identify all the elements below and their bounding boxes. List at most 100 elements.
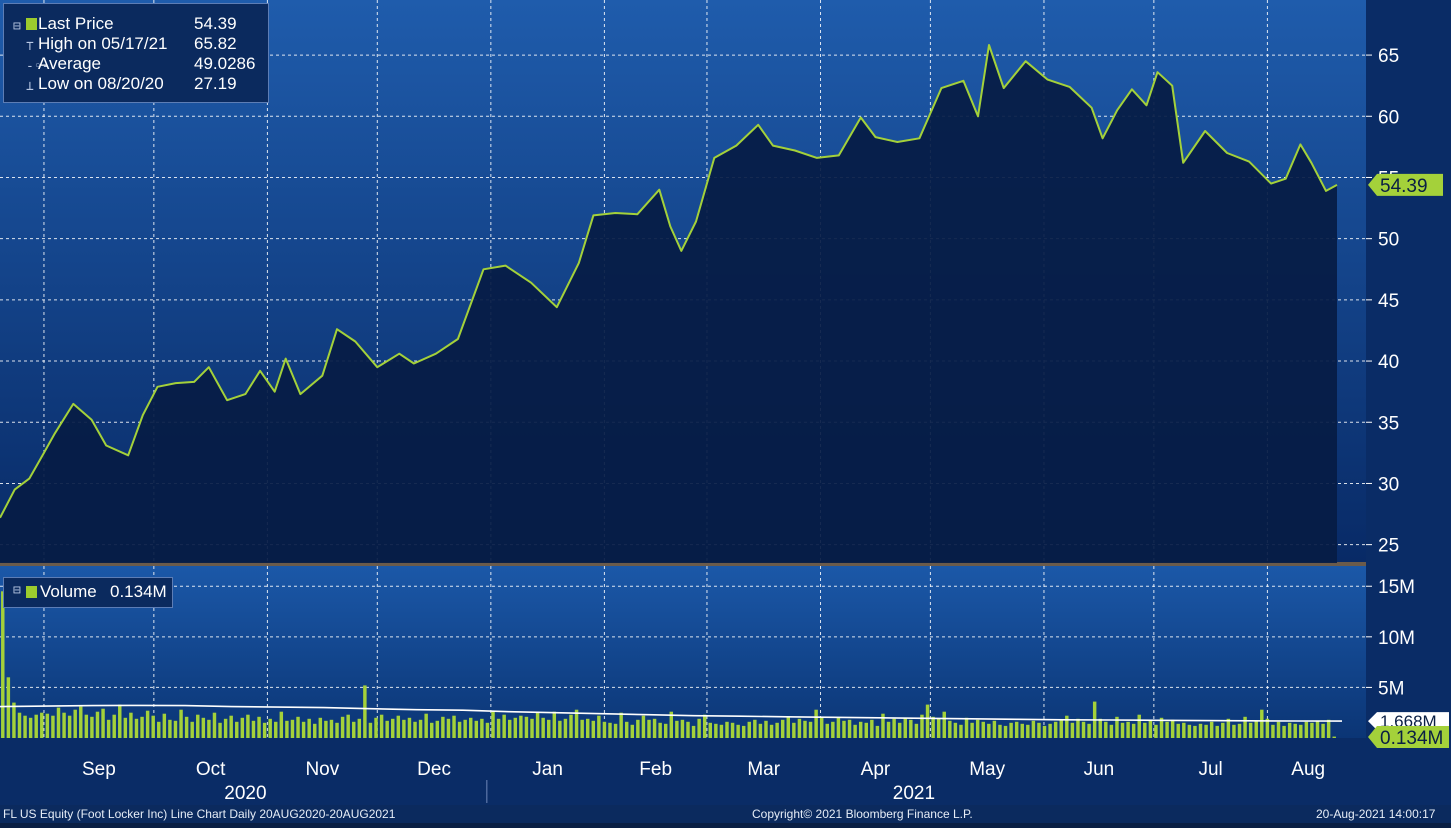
volume-bar — [151, 715, 155, 738]
price-tick-label: 40 — [1378, 352, 1399, 373]
volume-bar — [1176, 723, 1180, 738]
volume-bar — [129, 712, 133, 738]
volume-bar — [1031, 720, 1036, 738]
volume-bar — [407, 717, 412, 738]
volume-bar — [95, 711, 100, 738]
volume-bar — [363, 685, 367, 738]
volume-bar — [196, 714, 200, 738]
volume-bar — [1221, 722, 1225, 738]
volume-bar — [725, 721, 729, 738]
volume-bar — [959, 724, 963, 738]
volume-bar — [257, 716, 261, 738]
volume-swatch — [26, 586, 37, 598]
volume-bar — [792, 722, 796, 738]
volume-bar — [892, 718, 896, 738]
collapse-icon[interactable]: ⊟ — [13, 583, 21, 598]
volume-bar — [636, 719, 640, 738]
volume-bar — [28, 717, 33, 738]
volume-bar — [897, 722, 902, 738]
volume-bar — [140, 716, 144, 738]
volume-bar — [641, 715, 646, 738]
volume-bar — [936, 718, 941, 738]
volume-bar — [630, 724, 635, 738]
volume-bar — [714, 723, 718, 738]
footer-bar — [0, 805, 1451, 823]
volume-bar — [903, 717, 907, 738]
volume-bar — [1126, 721, 1130, 738]
volume-bar — [162, 713, 167, 738]
volume-bar — [1137, 714, 1141, 738]
volume-bar — [329, 719, 334, 738]
volume-bar — [90, 716, 94, 738]
volume-bar — [736, 724, 740, 738]
volume-bar — [201, 717, 206, 738]
volume-bar — [435, 720, 440, 738]
volume-bar — [1087, 723, 1091, 738]
footer-copyright: Copyright© 2021 Bloomberg Finance L.P. — [752, 807, 973, 821]
volume-bar — [847, 719, 852, 738]
volume-bar — [335, 722, 339, 738]
volume-bar — [953, 722, 958, 738]
volume-bar — [1209, 721, 1214, 738]
volume-bar — [1271, 724, 1275, 738]
volume-bar — [1321, 723, 1325, 738]
last-price-tag-text: 54.39 — [1380, 176, 1428, 197]
price-legend[interactable]: ⊟ Last Price 54.39 ⊤ High on 05/17/21 65… — [3, 3, 269, 103]
volume-bar — [719, 724, 724, 738]
volume-bar — [624, 721, 629, 738]
month-tick-label: Jul — [1198, 759, 1222, 780]
volume-bar — [1254, 720, 1258, 738]
volume-bar — [608, 722, 612, 738]
legend-value: 65.82 — [194, 34, 237, 53]
volume-bar — [118, 704, 122, 738]
volume-bar — [79, 706, 83, 738]
volume-bar — [40, 712, 44, 738]
volume-bar — [457, 721, 462, 738]
volume-bar — [942, 711, 946, 738]
volume-bar — [691, 725, 696, 738]
volume-bar — [1115, 716, 1119, 738]
volume-bar — [190, 721, 194, 738]
collapse-icon[interactable]: ⊟ — [13, 19, 21, 34]
volume-bar — [675, 720, 679, 738]
volume-bar — [1287, 722, 1292, 738]
volume-bar — [396, 715, 401, 738]
legend-last-price: ⊟ Last Price 54.39 — [4, 14, 268, 34]
volume-bar — [948, 720, 952, 738]
volume-bar — [998, 724, 1002, 738]
volume-bar — [246, 714, 250, 738]
volume-bar — [212, 712, 217, 738]
panel-divider[interactable] — [0, 562, 1366, 566]
price-line — [0, 44, 1338, 519]
volume-bar — [875, 725, 880, 738]
volume-last-tag — [1368, 726, 1449, 748]
volume-bar — [1304, 721, 1309, 738]
volume-bar — [1293, 723, 1297, 738]
volume-bar — [268, 718, 272, 738]
volume-bar — [45, 713, 50, 738]
volume-tick-label: 15M — [1378, 577, 1415, 598]
volume-bar — [558, 720, 562, 738]
volume-bar — [836, 717, 841, 738]
volume-bar — [619, 712, 623, 738]
volume-bar — [1037, 722, 1041, 738]
volume-bar — [987, 723, 991, 738]
legend-value: 49.0286 — [194, 54, 256, 73]
price-tick-label: 25 — [1378, 536, 1399, 557]
legend-value: 27.19 — [194, 74, 237, 93]
month-tick-label: Nov — [305, 759, 339, 780]
volume-bar — [485, 722, 490, 738]
volume-bar — [6, 677, 11, 738]
volume-bar — [207, 719, 211, 738]
volume-bar — [235, 721, 239, 738]
volume-bar — [34, 714, 38, 738]
volume-bar — [301, 721, 306, 738]
price-tick-label: 60 — [1378, 107, 1399, 128]
volume-bar — [1154, 724, 1158, 738]
volume-bar — [803, 720, 807, 738]
volume-legend[interactable]: ⊟ Volume 0.134M — [3, 577, 173, 608]
volume-bar — [229, 715, 233, 738]
volume-bar — [491, 711, 495, 738]
footer-timestamp: 20-Aug-2021 14:00:17 — [1316, 807, 1436, 821]
month-tick-label: Dec — [417, 759, 451, 780]
